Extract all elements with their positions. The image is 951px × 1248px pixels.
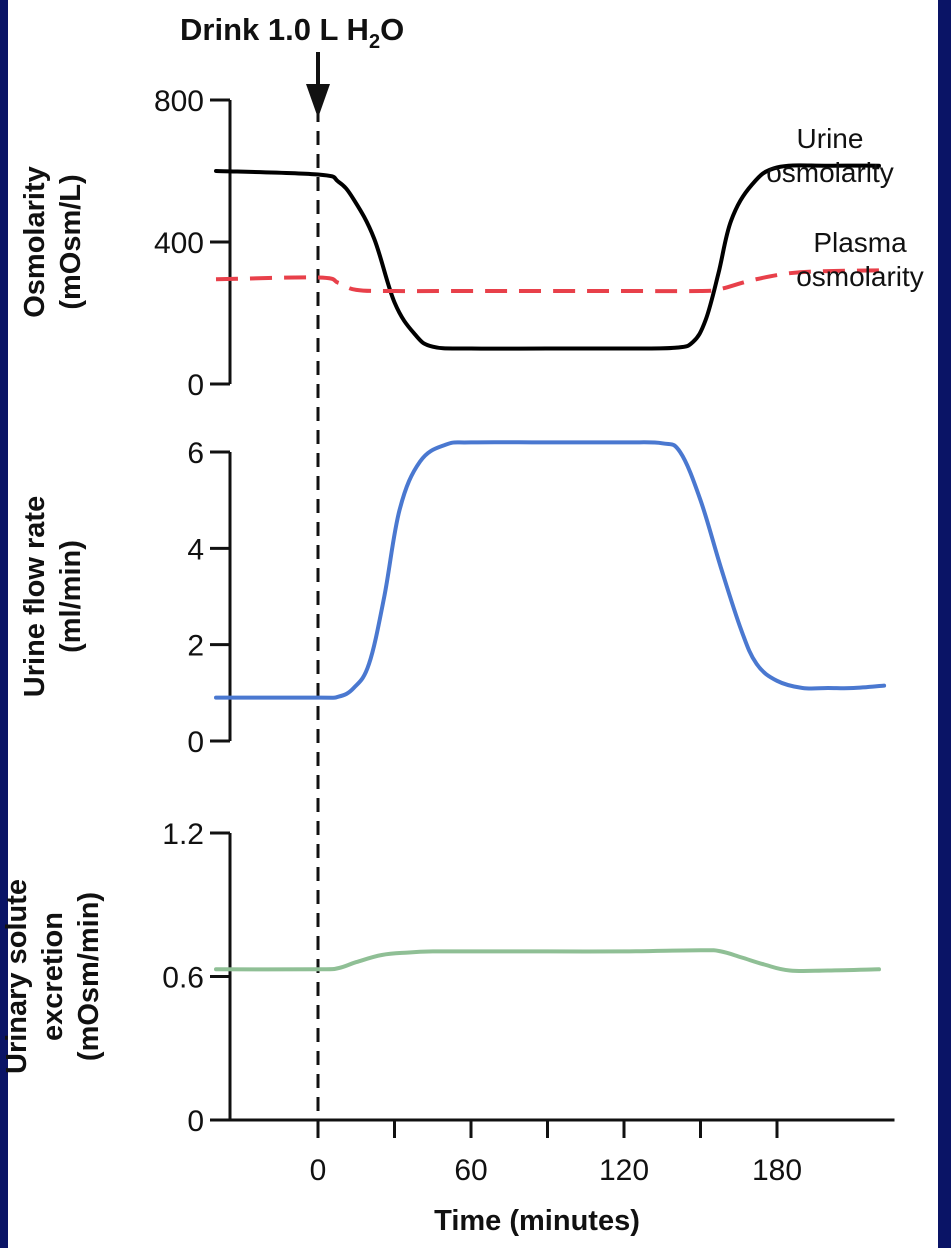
series-legend-1-1-0: Urine	[797, 123, 864, 154]
x-tick-label-2: 60	[454, 1154, 487, 1187]
x-tick-label-4: 120	[599, 1154, 649, 1187]
series-legend-1-2-0: Plasma	[813, 227, 907, 258]
y-tick-label-1-1: 400	[154, 227, 204, 260]
y-tick-label-1-0: 0	[187, 369, 204, 402]
series-legend-1-2-1: osmolarity	[796, 261, 924, 292]
series-line-3-1	[214, 948, 881, 974]
x-tick-label-6: 180	[752, 1154, 802, 1187]
y-tick-label-2-3: 6	[187, 437, 204, 470]
y-tick-label-2-1: 2	[187, 630, 204, 663]
y-axis-title-1-1: (mOsm/L)	[55, 174, 87, 309]
y-tick-label-1-2: 800	[154, 85, 204, 118]
y-tick-label-3-0: 0	[187, 1105, 204, 1138]
series-line-1-2	[215, 268, 880, 294]
y-tick-label-3-1: 0.6	[162, 962, 204, 995]
y-axis-title-2-1: (ml/min)	[55, 540, 87, 653]
x-tick-label-0: 0	[310, 1154, 327, 1187]
y-axis-title-2-0: Urine flow rate	[19, 496, 51, 697]
drink-annotation-label: Drink 1.0 L H2O	[180, 12, 404, 53]
x-axis-title: Time (minutes)	[434, 1205, 640, 1237]
series-line-1-1	[214, 163, 881, 351]
figure-panel	[8, 0, 938, 1248]
y-axis-title-3-0: Urinary solute	[1, 879, 33, 1074]
drink-annotation-suffix: O	[380, 12, 404, 47]
y-tick-label-3-2: 1.2	[162, 818, 204, 851]
y-axis-title-3-1: excretion	[37, 912, 69, 1041]
y-tick-label-2-2: 4	[187, 533, 204, 566]
series-legend-1-1-1: osmolarity	[766, 157, 894, 188]
series-line-2-1	[214, 440, 887, 700]
y-axis-title-1-0: Osmolarity	[19, 166, 51, 318]
y-axis-title-3-2: (mOsm/min)	[73, 892, 105, 1061]
label-layer: Drink 1.0 L H2O Time (minutes) Osmolarit…	[1, 12, 924, 1237]
drink-arrow-head	[306, 84, 330, 118]
y-tick-label-2-0: 0	[187, 726, 204, 759]
drink-annotation-text: Drink 1.0 L H	[180, 12, 369, 47]
series-layer	[214, 163, 887, 974]
drink-annotation-subscript: 2	[369, 31, 380, 53]
